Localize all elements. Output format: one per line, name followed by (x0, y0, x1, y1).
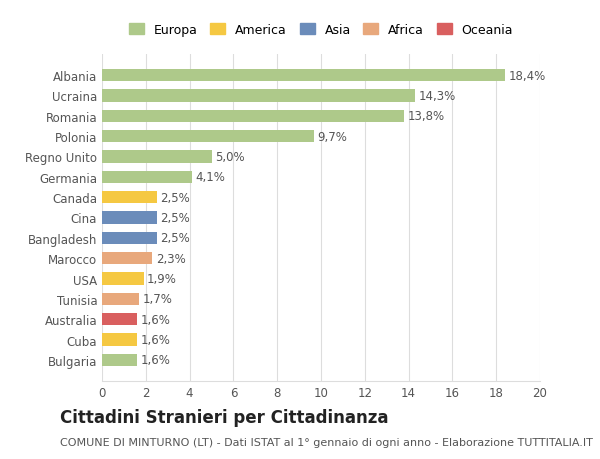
Bar (102, 90, 415, 102)
Bar (102, 131, 314, 143)
Text: 1,6%: 1,6% (140, 333, 170, 346)
Bar (102, 354, 137, 366)
Bar (102, 171, 192, 184)
Bar (102, 334, 137, 346)
Text: COMUNE DI MINTURNO (LT) - Dati ISTAT al 1° gennaio di ogni anno - Elaborazione T: COMUNE DI MINTURNO (LT) - Dati ISTAT al … (60, 437, 593, 447)
Text: 1,7%: 1,7% (143, 293, 172, 306)
Legend: Europa, America, Asia, Africa, Oceania: Europa, America, Asia, Africa, Oceania (124, 19, 518, 42)
Bar (102, 232, 157, 244)
Bar (102, 111, 404, 123)
Bar (102, 70, 505, 82)
Text: 2,5%: 2,5% (160, 212, 190, 224)
Bar (102, 151, 212, 163)
Bar (102, 313, 137, 325)
Text: 1,6%: 1,6% (140, 313, 170, 326)
Text: 9,7%: 9,7% (318, 130, 347, 143)
Text: 14,3%: 14,3% (418, 90, 456, 103)
Text: 4,1%: 4,1% (195, 171, 225, 184)
Bar (102, 212, 157, 224)
Bar (102, 273, 143, 285)
Text: 18,4%: 18,4% (508, 69, 545, 83)
Text: 2,5%: 2,5% (160, 191, 190, 204)
Text: 13,8%: 13,8% (407, 110, 445, 123)
Bar (102, 293, 139, 305)
Text: 2,3%: 2,3% (155, 252, 185, 265)
Text: 5,0%: 5,0% (215, 151, 244, 164)
Bar (102, 252, 152, 265)
Text: 1,6%: 1,6% (140, 353, 170, 367)
Bar (102, 192, 157, 204)
Text: 1,9%: 1,9% (147, 272, 177, 285)
Text: Cittadini Stranieri per Cittadinanza: Cittadini Stranieri per Cittadinanza (60, 409, 389, 426)
Text: 2,5%: 2,5% (160, 232, 190, 245)
